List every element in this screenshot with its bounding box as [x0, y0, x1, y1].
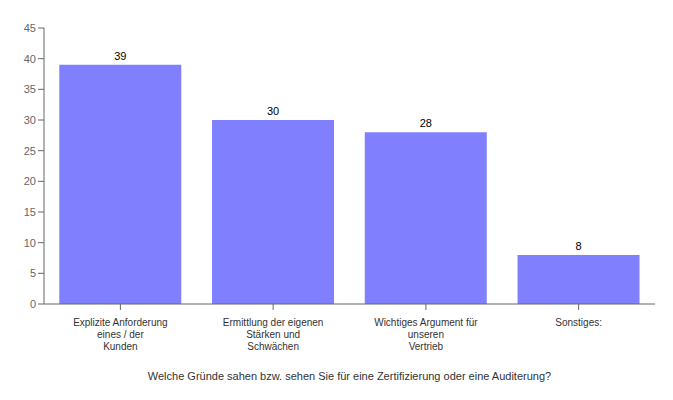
svg-text:28: 28 — [420, 117, 432, 129]
svg-text:39: 39 — [114, 50, 126, 62]
svg-text:Sonstiges:: Sonstiges: — [555, 317, 602, 328]
svg-text:0: 0 — [30, 298, 36, 310]
svg-text:20: 20 — [24, 175, 36, 187]
svg-text:8: 8 — [575, 240, 581, 252]
svg-text:25: 25 — [24, 145, 36, 157]
svg-text:30: 30 — [24, 114, 36, 126]
svg-text:Wichtiges Argument fürunserenV: Wichtiges Argument fürunserenVertrieb — [374, 317, 478, 352]
svg-text:45: 45 — [24, 22, 36, 34]
svg-text:5: 5 — [30, 267, 36, 279]
svg-text:35: 35 — [24, 83, 36, 95]
svg-text:15: 15 — [24, 206, 36, 218]
svg-text:40: 40 — [24, 53, 36, 65]
svg-text:Welche Gründe sahen bzw. sehen: Welche Gründe sahen bzw. sehen Sie für e… — [148, 370, 551, 382]
svg-text:10: 10 — [24, 237, 36, 249]
svg-text:30: 30 — [267, 105, 279, 117]
svg-text:Explizite Anforderungeines / d: Explizite Anforderungeines / derKunden — [73, 317, 168, 352]
svg-text:Ermittlung der eigenenStärken: Ermittlung der eigenenStärken undSchwäch… — [223, 317, 324, 352]
